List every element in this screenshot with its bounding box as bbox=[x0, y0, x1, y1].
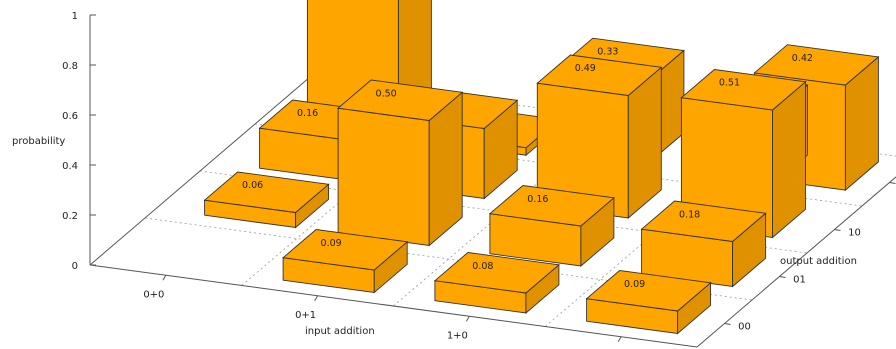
x-tick-mark bbox=[617, 336, 622, 343]
bar-value-label: 0.09 bbox=[321, 238, 342, 249]
z-tick-label: 0 bbox=[72, 261, 78, 272]
bar-value-label: 0.51 bbox=[719, 78, 740, 89]
bar: 0.18 bbox=[640, 200, 767, 288]
x-tick-mark bbox=[314, 295, 319, 302]
bar-top-face bbox=[488, 185, 615, 227]
bar: 0.16 bbox=[488, 185, 615, 267]
z-tick-label: 1 bbox=[72, 11, 78, 22]
bar-value-label: 0.16 bbox=[527, 194, 548, 205]
bar-top-face bbox=[585, 270, 712, 312]
y-axis: 00011011 bbox=[724, 182, 896, 333]
y-tick-mark bbox=[724, 323, 731, 325]
z-tick-label: 0.6 bbox=[62, 111, 78, 122]
bar: 0.49 bbox=[536, 54, 663, 219]
bar-top-face bbox=[337, 79, 464, 121]
z-tick-label: 0.8 bbox=[62, 61, 78, 72]
y-axis-label: output addition bbox=[780, 256, 857, 267]
y-tick-label: 00 bbox=[738, 322, 751, 333]
z-tick-label: 0.4 bbox=[62, 161, 78, 172]
bar: 0.51 bbox=[680, 69, 807, 239]
y-tick-label: 01 bbox=[793, 275, 806, 286]
bar: 0.50 bbox=[337, 79, 464, 247]
bar: 0.09 bbox=[585, 270, 712, 335]
y-tick-mark bbox=[834, 229, 841, 231]
y-tick-mark bbox=[779, 276, 786, 278]
x-tick-label: 0+0 bbox=[143, 289, 164, 300]
bar: 0.06 bbox=[203, 171, 330, 229]
bars-group: 0.750.330.420.280.030.160.280.490.510.06… bbox=[203, 0, 880, 335]
bar-top-face bbox=[282, 229, 409, 271]
y-tick-label: 10 bbox=[848, 228, 861, 239]
z-tick-label: 0.2 bbox=[62, 211, 78, 222]
bar-top-face bbox=[203, 171, 330, 213]
bar-top-face bbox=[536, 54, 663, 96]
bar: 0.09 bbox=[282, 229, 409, 294]
bar-top-face bbox=[640, 200, 767, 242]
x-tick-label: 0+1 bbox=[295, 310, 316, 321]
z-axis-label: probability bbox=[12, 136, 65, 147]
y-axis-line bbox=[696, 176, 896, 348]
x-axis-label: input addition bbox=[305, 326, 375, 337]
x-tick-mark bbox=[162, 274, 167, 281]
floor-edge bbox=[89, 76, 311, 266]
bar-value-label: 0.42 bbox=[792, 53, 813, 64]
bar-value-label: 0.09 bbox=[624, 279, 645, 290]
bar-value-label: 0.33 bbox=[597, 46, 618, 57]
bar-top-face bbox=[680, 69, 807, 111]
x-tick-label: 1+0 bbox=[447, 330, 468, 341]
x-axis: 0+00+11+01+1 bbox=[143, 274, 622, 343]
bar-value-label: 0.16 bbox=[297, 108, 318, 119]
bar-value-label: 0.18 bbox=[679, 209, 700, 220]
y-tick-mark bbox=[889, 182, 896, 184]
bar-value-label: 0.08 bbox=[472, 261, 493, 272]
bar-value-label: 0.50 bbox=[376, 88, 397, 99]
x-tick-mark bbox=[465, 315, 470, 322]
bar-top-face bbox=[433, 252, 560, 294]
bar: 0.08 bbox=[433, 252, 560, 314]
bar-value-label: 0.06 bbox=[242, 180, 263, 191]
bar-top-face bbox=[753, 44, 880, 86]
z-axis: 0 0.2 0.4 0.6 0.8 1 bbox=[62, 11, 96, 272]
bar-front-face bbox=[337, 107, 430, 247]
bar-value-label: 0.49 bbox=[575, 63, 596, 74]
x-axis-line bbox=[89, 264, 698, 348]
